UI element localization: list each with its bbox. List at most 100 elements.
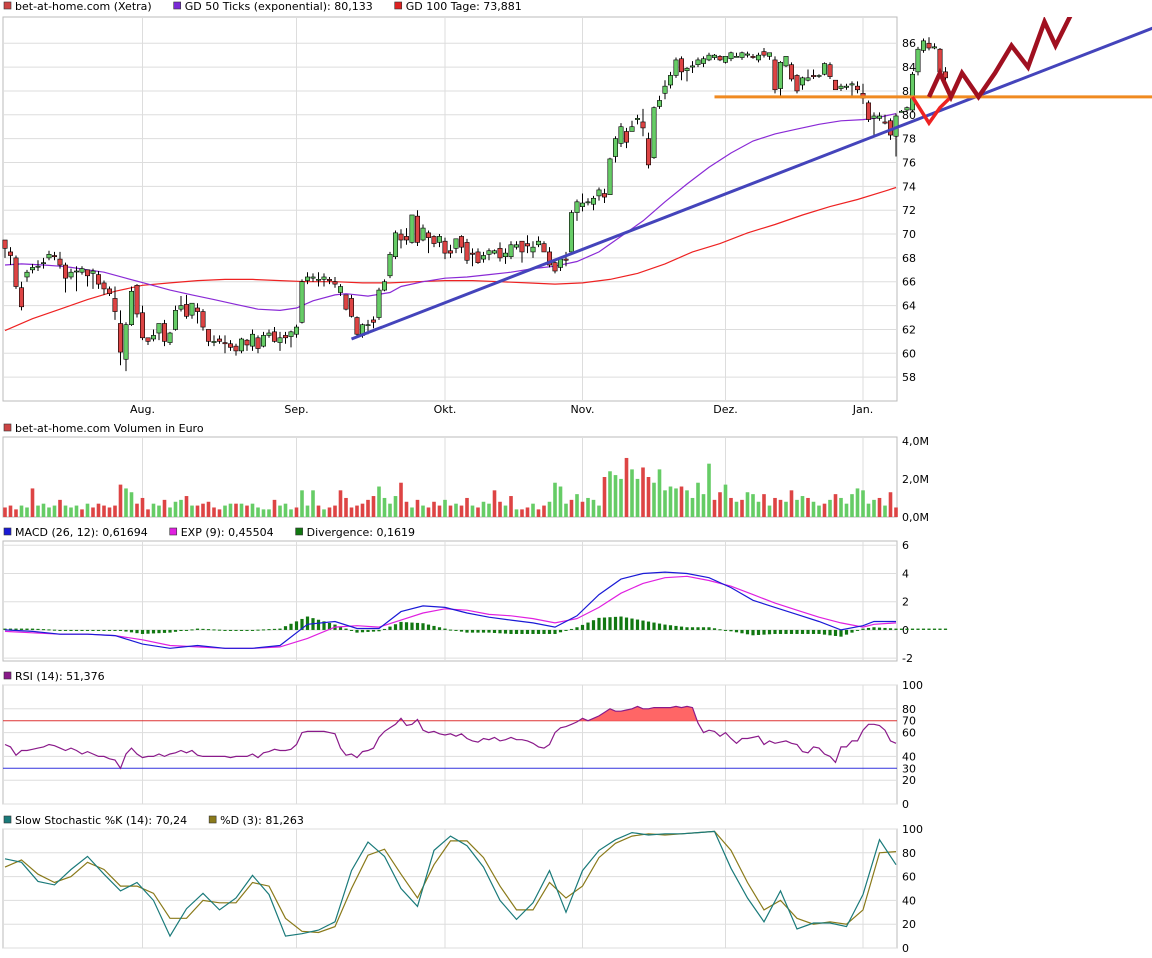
candle-body <box>486 250 492 255</box>
candle-body <box>145 337 151 342</box>
candle-body <box>926 42 932 49</box>
candle-body <box>24 271 30 278</box>
volume-bar <box>179 499 183 517</box>
divergence-bar <box>212 629 216 631</box>
volume-bar <box>162 499 167 517</box>
candle-body <box>387 254 393 277</box>
divergence-bar <box>696 627 700 630</box>
candle-body <box>755 54 761 61</box>
divergence-bar <box>866 627 871 630</box>
divergence-bar <box>652 622 656 630</box>
divergence-bar <box>80 629 84 631</box>
divergence-bar <box>327 622 332 630</box>
divergence-bar <box>267 629 271 631</box>
candle-body <box>898 110 904 113</box>
volume-bar <box>476 507 480 517</box>
divergence-bar <box>663 624 667 630</box>
ma100-line <box>4 186 897 332</box>
candle-body <box>134 285 140 315</box>
volume-bar <box>536 509 541 517</box>
volume-bar <box>63 505 68 517</box>
divergence-bar <box>399 621 403 630</box>
volume-bar <box>212 507 216 517</box>
divergence-bar <box>679 626 684 630</box>
volume-bar <box>866 503 871 517</box>
divergence-bar <box>300 618 304 630</box>
volume-bar <box>547 501 552 517</box>
divergence-bar <box>322 621 326 630</box>
candle-body <box>239 338 245 352</box>
divergence-bar <box>201 628 205 630</box>
volume-bar <box>311 490 315 517</box>
candle-body <box>464 242 470 261</box>
divergence-bar <box>250 629 255 631</box>
volume-bar <box>806 497 810 517</box>
volume-bar <box>619 478 623 517</box>
divergence-bar <box>498 629 502 634</box>
divergence-bar <box>294 621 299 630</box>
divergence-bar <box>366 629 370 632</box>
divergence-bar <box>773 629 777 634</box>
candle-body <box>629 126 635 132</box>
volume-bar <box>525 507 530 517</box>
divergence-bar <box>536 629 541 634</box>
divergence-bar <box>690 627 695 630</box>
candle-body <box>904 107 910 111</box>
volume-bar <box>784 501 788 517</box>
candle-body <box>211 341 217 343</box>
volume-bar <box>509 496 513 517</box>
volume-bar <box>272 499 277 517</box>
x-axis-label-okt: Okt. <box>434 403 457 416</box>
divergence-bar <box>382 628 387 630</box>
divergence-bar <box>723 629 728 631</box>
candle-body <box>502 252 508 258</box>
divergence-bar <box>476 629 480 633</box>
volume-bar <box>734 501 739 517</box>
volume-bar <box>762 494 766 517</box>
volume-bar <box>613 475 618 517</box>
candle-body <box>436 236 442 243</box>
volume-bar <box>591 499 596 517</box>
candle-body <box>871 115 877 119</box>
candle-body <box>233 345 239 352</box>
divergence-bar <box>14 628 18 630</box>
candle-body <box>772 59 778 91</box>
divergence-bar <box>349 629 354 631</box>
stoch-panel-legend-swatch-1 <box>208 815 217 824</box>
candle-body <box>651 107 657 159</box>
candle-body <box>321 276 327 280</box>
rsi-panel-ytick-label: 0 <box>902 798 909 811</box>
volume-bar <box>355 505 359 517</box>
divergence-bar <box>135 629 139 634</box>
candle-body <box>684 67 690 71</box>
candle-body <box>876 115 882 119</box>
divergence-bar <box>234 629 238 631</box>
candle-body <box>700 58 706 64</box>
candle-body <box>365 324 371 326</box>
candle-body <box>409 214 415 243</box>
volume-bar <box>404 501 409 517</box>
divergence-bar <box>899 628 904 630</box>
candle-body <box>118 323 124 353</box>
volume-bar <box>531 503 535 517</box>
candle-body <box>563 258 569 261</box>
divergence-bar <box>283 626 288 630</box>
divergence-bar <box>927 628 931 630</box>
volume-bar <box>338 490 343 517</box>
candle-body <box>96 274 102 285</box>
divergence-bar <box>509 629 513 634</box>
candle-body <box>123 324 129 360</box>
volume-bar <box>630 469 634 517</box>
candle-body <box>612 138 618 157</box>
candle-body <box>398 233 404 241</box>
divergence-bar <box>569 628 574 630</box>
candle-body <box>13 257 19 287</box>
stoch-d-line <box>4 830 897 934</box>
price-panel-ytick-label: 64 <box>902 300 916 313</box>
volume-bar <box>118 484 123 517</box>
divergence-bar <box>228 629 233 631</box>
rsi-panel-ytick-label: 60 <box>902 727 916 740</box>
volume-bar <box>723 484 728 517</box>
price-panel-ytick-label: 58 <box>902 371 916 384</box>
